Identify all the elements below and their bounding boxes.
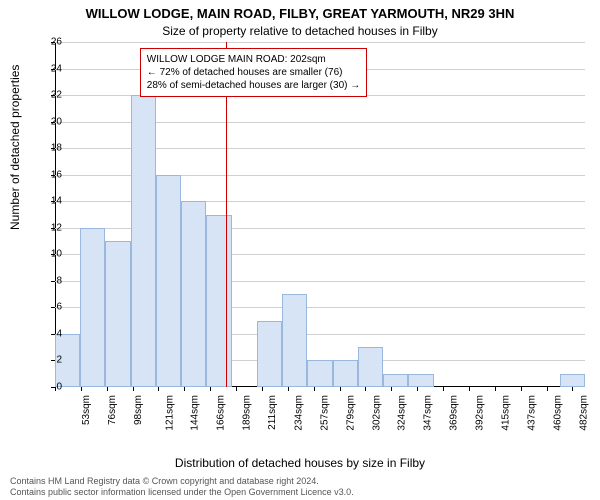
x-tick-label: 53sqm [81, 395, 92, 425]
histogram-bar [333, 360, 358, 387]
x-tick-label: 392sqm [475, 395, 486, 431]
x-tick-mark [365, 387, 366, 391]
x-tick-label: 166sqm [216, 395, 227, 431]
histogram-bar [156, 175, 181, 387]
chart-title-sub: Size of property relative to detached ho… [0, 24, 600, 38]
y-tick-label: 26 [32, 37, 62, 48]
x-tick-label: 121sqm [164, 395, 175, 431]
histogram-bar [181, 201, 206, 387]
histogram-bar [282, 294, 307, 387]
y-tick-label: 14 [32, 196, 62, 207]
histogram-bar [257, 321, 282, 387]
histogram-bar [131, 95, 156, 387]
x-tick-mark [314, 387, 315, 391]
x-tick-label: 369sqm [449, 395, 460, 431]
x-tick-label: 234sqm [294, 395, 305, 431]
histogram-bar [358, 347, 383, 387]
x-tick-label: 460sqm [552, 395, 563, 431]
y-axis-label: Number of detached properties [8, 65, 22, 230]
x-tick-mark [81, 387, 82, 391]
x-tick-mark [340, 387, 341, 391]
x-tick-mark [547, 387, 548, 391]
x-tick-label: 437sqm [526, 395, 537, 431]
y-tick-label: 12 [32, 222, 62, 233]
y-tick-label: 4 [32, 328, 62, 339]
x-tick-mark [210, 387, 211, 391]
y-tick-label: 2 [32, 355, 62, 366]
x-tick-label: 279sqm [345, 395, 356, 431]
x-tick-mark [184, 387, 185, 391]
x-axis-label: Distribution of detached houses by size … [0, 456, 600, 470]
footer-line-2: Contains public sector information licen… [10, 487, 590, 498]
x-tick-mark [158, 387, 159, 391]
x-tick-mark [417, 387, 418, 391]
chart-container: WILLOW LODGE, MAIN ROAD, FILBY, GREAT YA… [0, 0, 600, 500]
x-tick-mark [288, 387, 289, 391]
info-box: WILLOW LODGE MAIN ROAD: 202sqm← 72% of d… [140, 48, 367, 97]
grid-line [55, 42, 585, 43]
histogram-bar [408, 374, 433, 387]
x-tick-label: 76sqm [107, 395, 118, 425]
x-tick-label: 347sqm [423, 395, 434, 431]
y-tick-label: 16 [32, 169, 62, 180]
x-tick-label: 211sqm [267, 395, 278, 430]
x-tick-label: 324sqm [397, 395, 408, 431]
x-tick-label: 98sqm [133, 395, 144, 425]
histogram-bar [80, 228, 105, 387]
histogram-bar [383, 374, 408, 387]
y-tick-label: 20 [32, 116, 62, 127]
x-tick-label: 257sqm [319, 395, 330, 431]
y-tick-label: 22 [32, 90, 62, 101]
y-tick-label: 24 [32, 63, 62, 74]
y-tick-label: 10 [32, 249, 62, 260]
x-tick-mark [521, 387, 522, 391]
y-tick-label: 18 [32, 143, 62, 154]
x-tick-mark [107, 387, 108, 391]
x-tick-mark [495, 387, 496, 391]
chart-title-main: WILLOW LODGE, MAIN ROAD, FILBY, GREAT YA… [0, 6, 600, 21]
x-tick-mark [236, 387, 237, 391]
histogram-bar [206, 215, 231, 388]
x-tick-mark [391, 387, 392, 391]
x-tick-label: 144sqm [190, 395, 201, 431]
x-tick-label: 482sqm [578, 395, 589, 431]
x-tick-label: 302sqm [371, 395, 382, 431]
x-tick-mark [133, 387, 134, 391]
footer: Contains HM Land Registry data © Crown c… [10, 476, 590, 498]
info-box-line: 28% of semi-detached houses are larger (… [147, 79, 360, 92]
x-tick-mark [469, 387, 470, 391]
histogram-bar [307, 360, 332, 387]
y-tick-label: 8 [32, 275, 62, 286]
x-tick-mark [443, 387, 444, 391]
footer-line-1: Contains HM Land Registry data © Crown c… [10, 476, 590, 487]
y-tick-label: 0 [32, 382, 62, 393]
x-tick-mark [572, 387, 573, 391]
histogram-bar [560, 374, 585, 387]
histogram-bar [105, 241, 130, 387]
info-box-line: ← 72% of detached houses are smaller (76… [147, 66, 360, 79]
x-tick-mark [262, 387, 263, 391]
x-tick-label: 415sqm [501, 395, 512, 431]
plot-area: WILLOW LODGE MAIN ROAD: 202sqm← 72% of d… [55, 42, 585, 387]
info-box-line: WILLOW LODGE MAIN ROAD: 202sqm [147, 53, 360, 66]
x-tick-label: 189sqm [242, 395, 253, 431]
y-tick-label: 6 [32, 302, 62, 313]
